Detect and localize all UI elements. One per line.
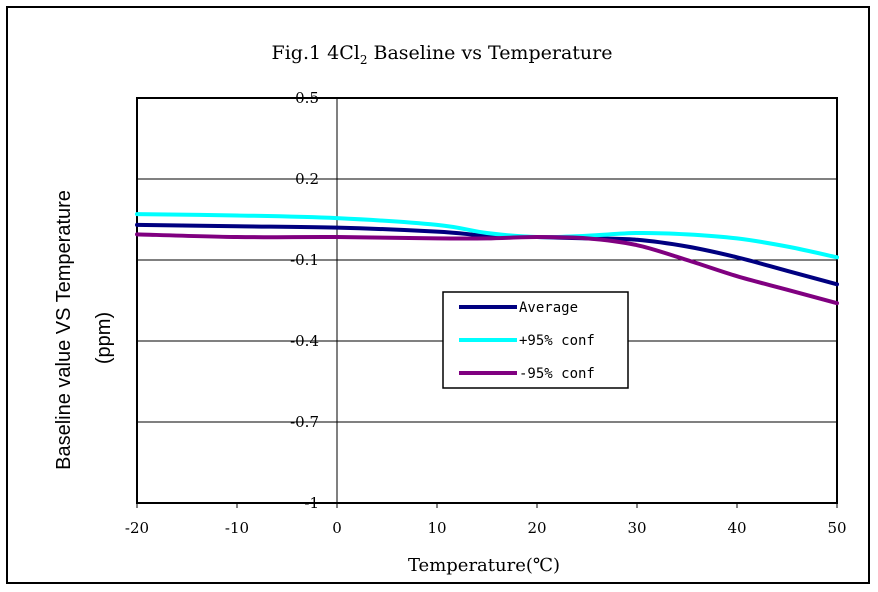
y-tick-label-4: 0.2 [295, 170, 319, 188]
legend-label-2: -95% conf [519, 366, 595, 382]
series-line-2 [135, 232, 839, 306]
legend-label-1: +95% conf [519, 333, 595, 349]
x-tick-label-2: 0 [332, 519, 342, 537]
legend-entries: Average +95% conf -95% conf [459, 300, 595, 382]
chart-title: Fig.1 4Cl2 Baseline vs Temperature [272, 42, 613, 67]
x-tick-label-0: -20 [125, 519, 149, 537]
legend: Average +95% conf -95% conf [442, 291, 629, 389]
plot-area [136, 97, 838, 504]
y-axis-label-line2: (ppm) [93, 312, 115, 364]
chart-frame [6, 6, 870, 584]
y-tick-label-1: -0.7 [290, 413, 319, 431]
chart-title-subscript: 2 [360, 53, 368, 67]
x-tick-label-1: -10 [225, 519, 249, 537]
y-tick-label-0: -1 [304, 494, 319, 512]
series-layer [135, 212, 839, 306]
x-axis-label: Temperature(℃) [408, 555, 560, 576]
legend-label-0: Average [519, 300, 578, 316]
x-tick-label-4: 20 [527, 519, 546, 537]
chart-title-main: Fig.1 4Cl [272, 42, 360, 64]
x-tick-label-3: 10 [427, 519, 446, 537]
y-tick-label-2: -0.4 [290, 332, 319, 350]
tick-layer: -20 -10 0 10 20 30 40 50 -1 -0.7 -0.4 -0.1 0.2 0.5 [125, 89, 847, 537]
y-tick-label-5: 0.5 [295, 89, 319, 107]
x-tick-label-5: 30 [627, 519, 646, 537]
x-tick-label-7: 50 [827, 519, 846, 537]
y-axis-label-line1: Baseline value VS Temperature [53, 190, 75, 470]
x-tick-label-6: 40 [727, 519, 746, 537]
chart-title-rest: Baseline vs Temperature [367, 42, 612, 64]
y-tick-label-3: -0.1 [290, 251, 319, 269]
